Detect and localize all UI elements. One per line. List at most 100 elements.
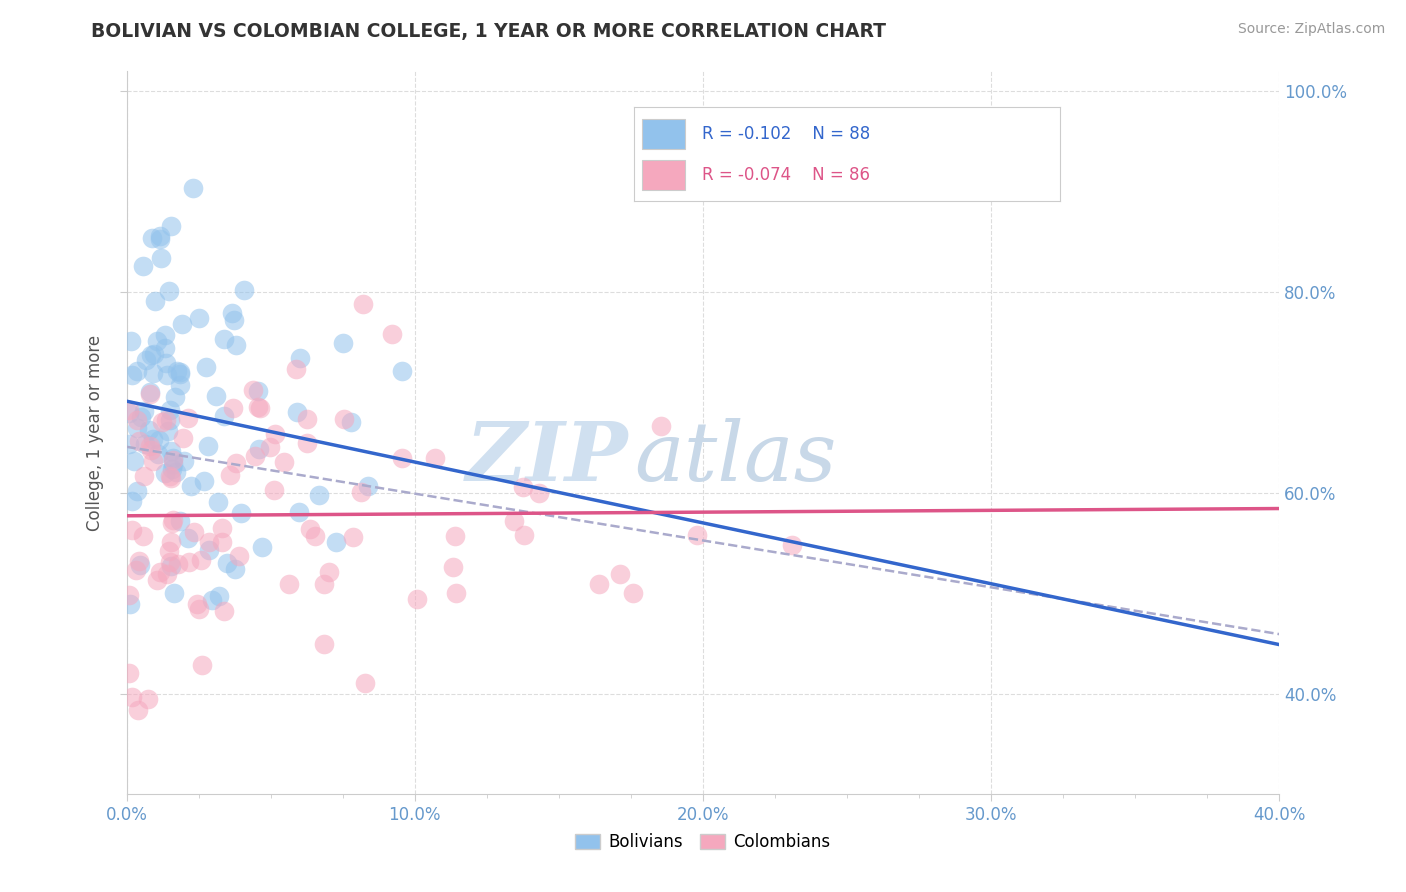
Point [132,259,155,273]
Point [156,566,179,581]
Point [153,467,176,481]
Point [118,406,141,420]
Point [121,690,143,704]
Point [350,484,373,499]
Point [228,549,250,563]
Point [132,403,155,417]
Point [224,562,246,576]
Point [128,558,150,572]
Point [169,377,191,392]
Point [121,368,143,382]
Point [146,334,169,348]
Point [125,364,148,378]
Point [191,657,214,672]
Point [134,437,156,451]
Point [167,557,190,571]
Point [172,317,194,331]
Point [405,591,427,606]
Point [120,597,142,611]
Point [297,411,319,425]
Point [146,573,169,587]
Point [118,588,141,602]
Point [780,538,803,552]
Point [157,544,180,558]
Point [159,412,181,426]
Point [162,453,184,467]
Point [163,585,186,599]
Point [278,577,301,591]
Point [259,440,281,454]
Point [160,219,183,233]
Point [221,305,243,319]
Point [169,367,191,381]
Point [125,484,148,499]
Point [339,415,361,429]
Point [166,364,188,378]
Point [245,449,267,463]
Point [153,341,176,355]
Point [162,457,184,471]
Point [285,405,308,419]
Point [122,453,145,467]
Point [162,513,184,527]
Point [381,326,404,341]
Point [423,451,446,466]
Point [159,469,181,483]
Point [503,514,526,528]
Point [172,431,194,445]
Point [529,486,551,500]
Point [149,232,172,246]
Point [166,465,188,479]
Point [176,410,198,425]
Point [219,468,242,483]
Point [273,455,295,469]
Point [186,597,208,611]
Point [142,454,165,468]
Point [284,362,307,376]
Text: atlas: atlas [634,418,837,498]
Point [121,523,143,537]
Point [139,387,162,401]
Point [252,540,274,554]
Point [207,495,229,509]
Point [149,228,172,243]
Point [513,528,536,542]
Point [352,296,374,310]
Point [325,535,347,549]
Point [299,522,322,536]
Point [318,565,340,579]
Point [222,401,245,415]
Point [118,403,141,417]
Point [142,366,165,380]
Text: BOLIVIAN VS COLOMBIAN COLLEGE, 1 YEAR OR MORE CORRELATION CHART: BOLIVIAN VS COLOMBIAN COLLEGE, 1 YEAR OR… [91,22,886,41]
Point [443,529,465,543]
Point [212,332,235,346]
Point [160,462,183,476]
Point [342,530,364,544]
Point [159,444,181,458]
Point [187,602,209,616]
Point [231,506,253,520]
Point [155,356,177,370]
Point [295,436,318,450]
Point [118,666,141,681]
Point [146,447,169,461]
Point [155,368,177,383]
Point [288,351,311,365]
Point [211,534,233,549]
Point [141,443,163,458]
Point [441,559,464,574]
Point [354,676,377,690]
Point [312,637,335,651]
Point [211,521,233,535]
Point [190,553,212,567]
Legend: Bolivians, Colombians: Bolivians, Colombians [569,827,837,858]
Point [512,480,534,494]
Point [132,529,155,543]
Point [246,384,269,398]
Point [157,284,180,298]
Point [129,409,152,424]
Point [159,555,181,569]
Point [264,427,287,442]
Point [177,531,200,545]
